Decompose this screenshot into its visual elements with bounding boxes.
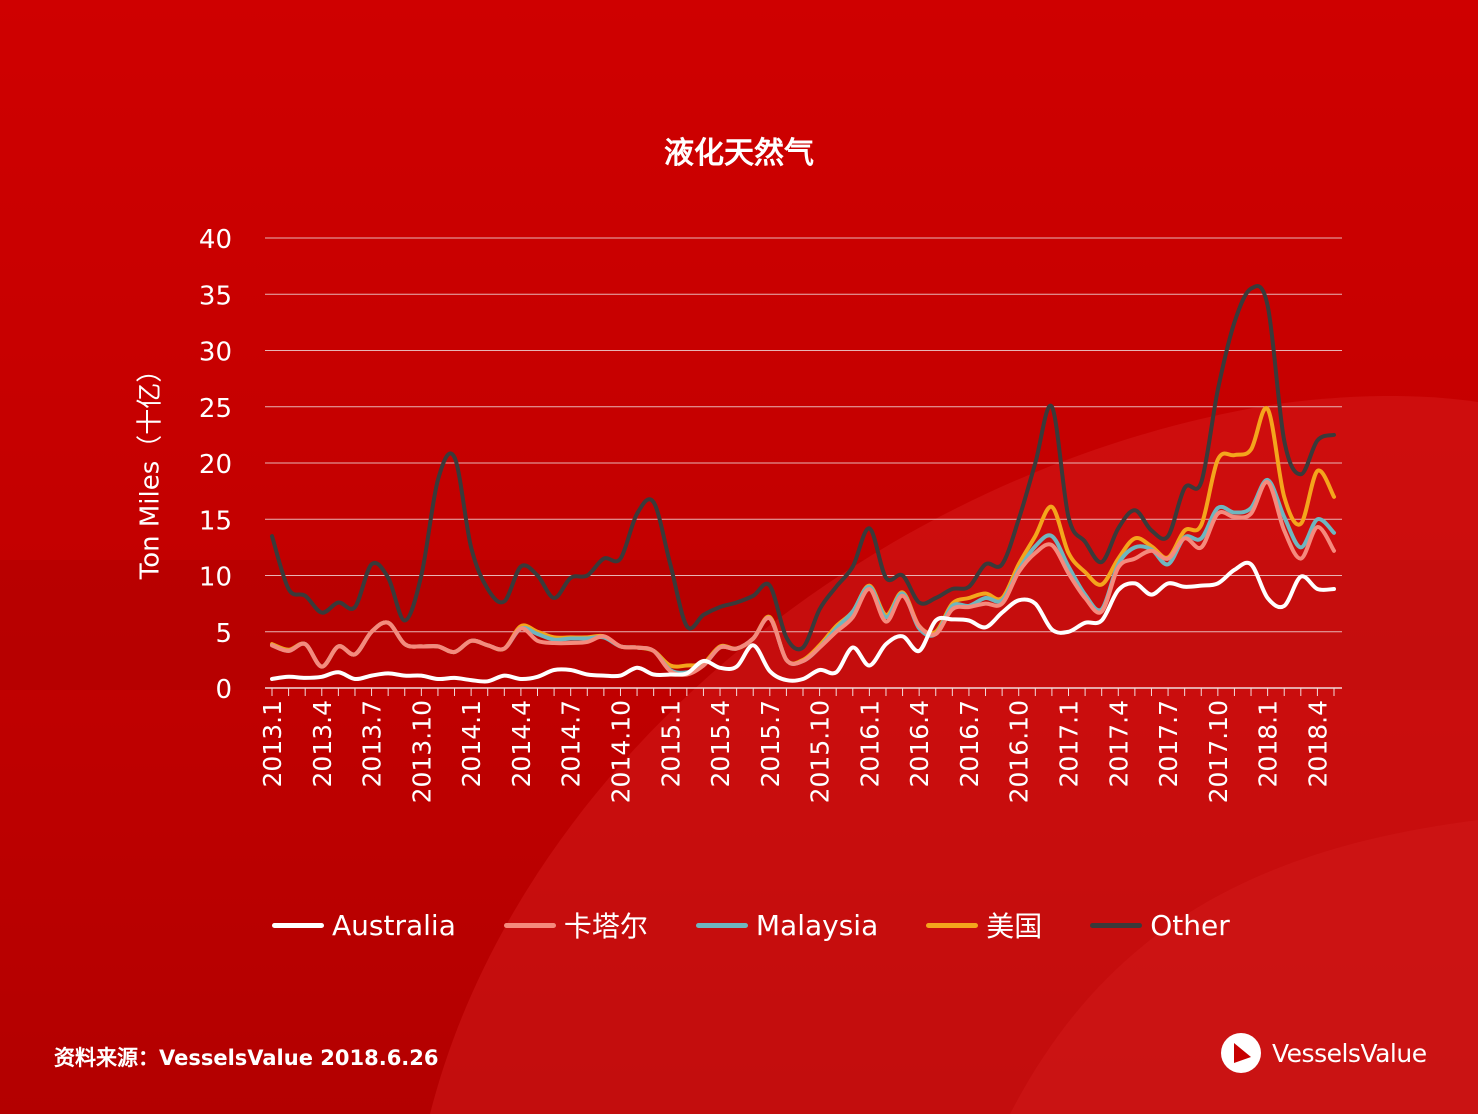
x-tick-label: 2013.10 bbox=[407, 700, 436, 803]
x-tick-label: 2017.10 bbox=[1204, 700, 1233, 803]
y-tick-label: 15 bbox=[199, 506, 232, 536]
gridlines bbox=[265, 237, 1342, 696]
x-tick-label: 2015.7 bbox=[756, 700, 785, 787]
legend-label: Malaysia bbox=[755, 908, 879, 942]
series-line-Australia bbox=[270, 560, 1336, 684]
x-tick-label: 2014.1 bbox=[457, 700, 486, 787]
x-tick-label: 2013.1 bbox=[258, 700, 287, 787]
legend-label: 卡塔尔 bbox=[563, 910, 648, 943]
legend-item: Malaysia bbox=[695, 908, 879, 942]
brand-logo: VesselsValue bbox=[1220, 1032, 1427, 1074]
legend-swatch bbox=[926, 922, 979, 928]
legend-item: Australia bbox=[272, 909, 456, 942]
y-tick-label: 5 bbox=[215, 619, 232, 649]
x-tick-label: 2018.4 bbox=[1303, 700, 1332, 787]
x-tick-label: 2014.10 bbox=[606, 700, 635, 803]
x-tick-label: 2015.4 bbox=[706, 700, 735, 787]
series-line-卡塔尔 bbox=[270, 480, 1336, 677]
x-tick-label: 2013.7 bbox=[358, 700, 387, 787]
legend-item: Other bbox=[1090, 909, 1230, 942]
source-note: 资料来源：VesselsValue 2018.6.26 bbox=[54, 1046, 439, 1070]
y-tick-labels: 0 5 10 15 20 25 30 35 40 bbox=[199, 225, 232, 705]
x-tick-label: 2017.7 bbox=[1154, 700, 1183, 787]
y-tick-label: 40 bbox=[199, 225, 232, 255]
series-line-美国 bbox=[270, 406, 1336, 669]
series-line-Other bbox=[270, 284, 1336, 652]
x-tick-label: 2015.10 bbox=[806, 700, 835, 803]
legend-label: Other bbox=[1150, 908, 1230, 942]
legend-swatch bbox=[695, 922, 748, 928]
x-tick-label: 2016.4 bbox=[905, 700, 934, 787]
legend: Australia 卡塔尔 Malaysia 美国 Other bbox=[272, 903, 1278, 947]
x-tick-labels: 2013.1 2013.4 2013.7 2013.10 2014.1 2014.4 201… bbox=[258, 700, 1332, 803]
x-tick-label: 2016.1 bbox=[855, 700, 884, 787]
x-tick-label: 2016.10 bbox=[1005, 700, 1034, 803]
x-tick-label: 2017.1 bbox=[1055, 700, 1084, 787]
y-tick-label: 35 bbox=[199, 281, 232, 311]
series-lines bbox=[270, 284, 1336, 684]
legend-item: 卡塔尔 bbox=[503, 905, 648, 945]
y-tick-label: 10 bbox=[199, 563, 232, 593]
legend-item: 美国 bbox=[926, 905, 1042, 945]
legend-label: 美国 bbox=[986, 910, 1043, 943]
legend-swatch bbox=[272, 922, 324, 928]
vesselsvalue-logo-icon bbox=[1221, 1033, 1261, 1073]
x-tick-label: 2014.4 bbox=[507, 700, 536, 787]
x-tick-label: 2017.4 bbox=[1104, 700, 1133, 787]
y-tick-label: 25 bbox=[199, 394, 232, 424]
legend-swatch bbox=[1090, 922, 1143, 928]
x-tick-label: 2013.4 bbox=[308, 700, 337, 787]
brand-name: VesselsValue bbox=[1272, 1038, 1427, 1068]
chart-title: 液化天然气 bbox=[664, 136, 814, 171]
x-tick-label: 2015.1 bbox=[656, 700, 685, 787]
y-tick-label: 0 bbox=[215, 675, 232, 705]
legend-label: Australia bbox=[332, 908, 456, 942]
y-tick-label: 30 bbox=[199, 338, 232, 368]
x-tick-label: 2016.7 bbox=[955, 700, 984, 787]
legend-swatch bbox=[503, 922, 556, 928]
x-tick-label: 2014.7 bbox=[557, 700, 586, 787]
y-tick-label: 20 bbox=[199, 450, 232, 480]
x-tick-label: 2018.1 bbox=[1254, 700, 1283, 787]
